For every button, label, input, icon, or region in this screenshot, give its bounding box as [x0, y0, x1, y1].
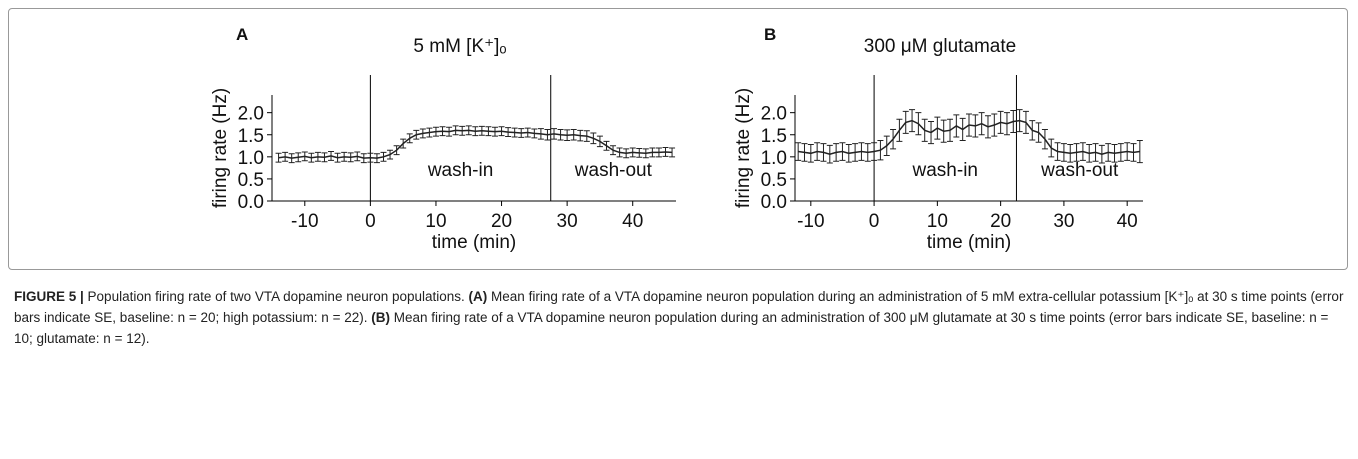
caption-label: (B) [371, 310, 390, 325]
data-line [798, 119, 1140, 155]
x-tick-label: 40 [1117, 211, 1138, 232]
x-axis-label: time (min) [432, 232, 516, 253]
caption: FIGURE 5 | Population firing rate of two… [14, 286, 1344, 349]
chart-title: 300 μM glutamate [864, 36, 1016, 57]
figure-frame [8, 8, 1348, 270]
x-tick-label: 0 [365, 211, 376, 232]
caption-label: FIGURE 5 | [14, 289, 84, 304]
y-tick-label: 0.0 [238, 192, 264, 213]
caption-text: Population firing rate of two VTA dopami… [83, 289, 469, 304]
x-tick-label: 30 [1053, 211, 1074, 232]
y-tick-label: 0.5 [238, 170, 264, 191]
caption-text: Mean firing rate of a VTA dopamine neuro… [14, 310, 1329, 346]
x-tick-label: -10 [797, 211, 824, 232]
data-line [278, 129, 673, 159]
y-tick-label: 2.0 [238, 104, 264, 125]
y-tick-label: 0.5 [761, 170, 787, 191]
error-bar [275, 152, 282, 163]
x-tick-label: -10 [291, 211, 318, 232]
error-bar [1136, 139, 1143, 164]
y-tick-label: 0.0 [761, 192, 787, 213]
panel-letter: A [236, 25, 248, 44]
annotation: wash-out [574, 160, 653, 181]
y-axis-label: firing rate (Hz) [733, 88, 754, 208]
annotation: wash-in [427, 160, 493, 181]
x-tick-label: 40 [622, 211, 643, 232]
annotation: wash-in [912, 160, 978, 181]
figure: A5 mM [K⁺]ₒ0.00.51.01.52.0-10 0 10 20 30 40ti… [210, 25, 1143, 253]
x-tick-label: 20 [990, 211, 1011, 232]
x-tick-label: 20 [491, 211, 512, 232]
caption-label: (A) [468, 289, 488, 304]
y-tick-label: 1.0 [761, 148, 787, 169]
chart-title: 5 mM [K⁺]ₒ [413, 36, 506, 57]
error-bar [669, 147, 676, 158]
caption-text: Mean firing rate of a VTA dopamine neuro… [14, 289, 1344, 325]
annotation: wash-out [1040, 160, 1119, 181]
y-tick-label: 2.0 [761, 104, 787, 125]
panel-letter: B [764, 25, 776, 44]
y-tick-label: 1.5 [238, 126, 264, 147]
y-tick-label: 1.5 [761, 126, 787, 147]
x-tick-label: 10 [425, 211, 446, 232]
x-tick-label: 30 [557, 211, 578, 232]
x-tick-label: 10 [927, 211, 948, 232]
y-tick-label: 1.0 [238, 148, 264, 169]
x-axis-label: time (min) [927, 232, 1011, 253]
y-axis-label: firing rate (Hz) [210, 88, 231, 208]
x-tick-label: 0 [869, 211, 880, 232]
